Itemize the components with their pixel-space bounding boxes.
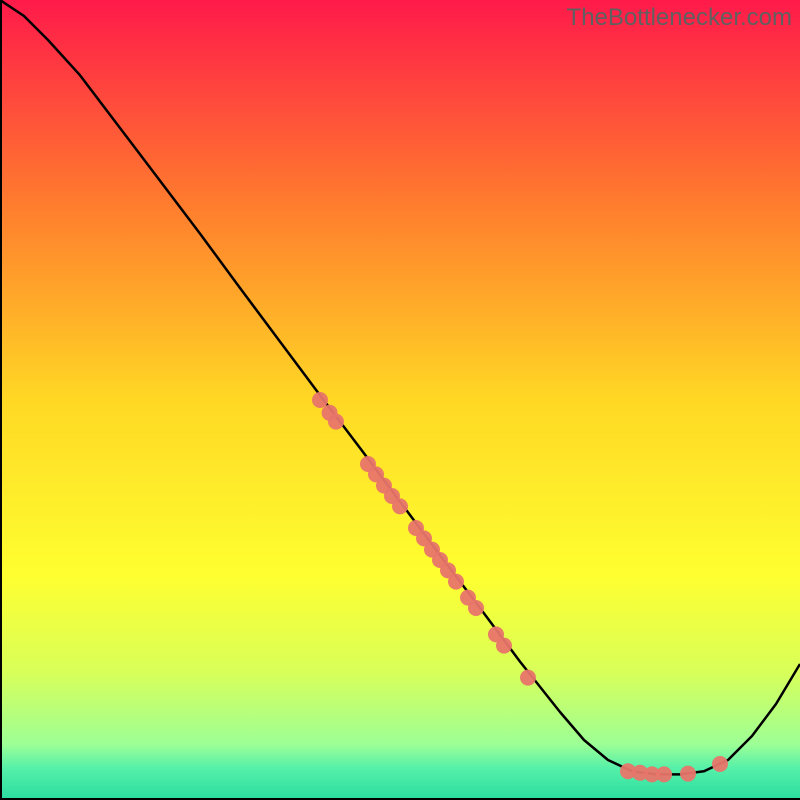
data-point [520,670,536,686]
data-point [328,414,344,430]
data-point [392,498,408,514]
chart-svg-canvas [0,0,800,800]
bottleneck-chart: TheBottlenecker.com [0,0,800,800]
data-point [312,392,328,408]
data-point [680,766,696,782]
data-point [468,600,484,616]
data-point [712,756,728,772]
chart-background [0,0,800,800]
data-point [496,638,512,654]
data-point [448,574,464,590]
data-point [656,766,672,782]
